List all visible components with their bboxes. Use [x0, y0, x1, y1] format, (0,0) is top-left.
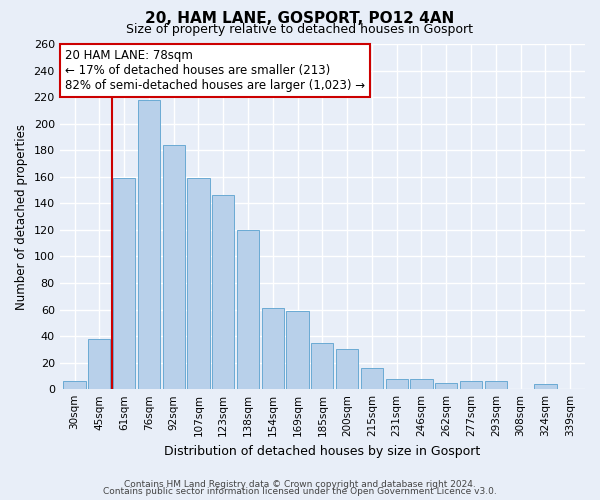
- Bar: [113, 178, 135, 389]
- Bar: [410, 378, 433, 389]
- Bar: [138, 100, 160, 389]
- Y-axis label: Number of detached properties: Number of detached properties: [15, 124, 28, 310]
- Bar: [163, 145, 185, 389]
- Text: 20, HAM LANE, GOSPORT, PO12 4AN: 20, HAM LANE, GOSPORT, PO12 4AN: [145, 11, 455, 26]
- Bar: [435, 382, 457, 389]
- Bar: [361, 368, 383, 389]
- Bar: [534, 384, 557, 389]
- Text: Size of property relative to detached houses in Gosport: Size of property relative to detached ho…: [127, 22, 473, 36]
- Bar: [311, 342, 334, 389]
- Bar: [187, 178, 209, 389]
- Text: Contains public sector information licensed under the Open Government Licence v3: Contains public sector information licen…: [103, 488, 497, 496]
- Bar: [286, 311, 309, 389]
- Bar: [460, 381, 482, 389]
- Bar: [336, 350, 358, 389]
- Bar: [237, 230, 259, 389]
- Bar: [485, 381, 507, 389]
- Bar: [212, 196, 235, 389]
- Bar: [64, 381, 86, 389]
- Bar: [88, 338, 110, 389]
- Bar: [386, 378, 408, 389]
- X-axis label: Distribution of detached houses by size in Gosport: Distribution of detached houses by size …: [164, 444, 481, 458]
- Text: 20 HAM LANE: 78sqm
← 17% of detached houses are smaller (213)
82% of semi-detach: 20 HAM LANE: 78sqm ← 17% of detached hou…: [65, 49, 365, 92]
- Text: Contains HM Land Registry data © Crown copyright and database right 2024.: Contains HM Land Registry data © Crown c…: [124, 480, 476, 489]
- Bar: [262, 308, 284, 389]
